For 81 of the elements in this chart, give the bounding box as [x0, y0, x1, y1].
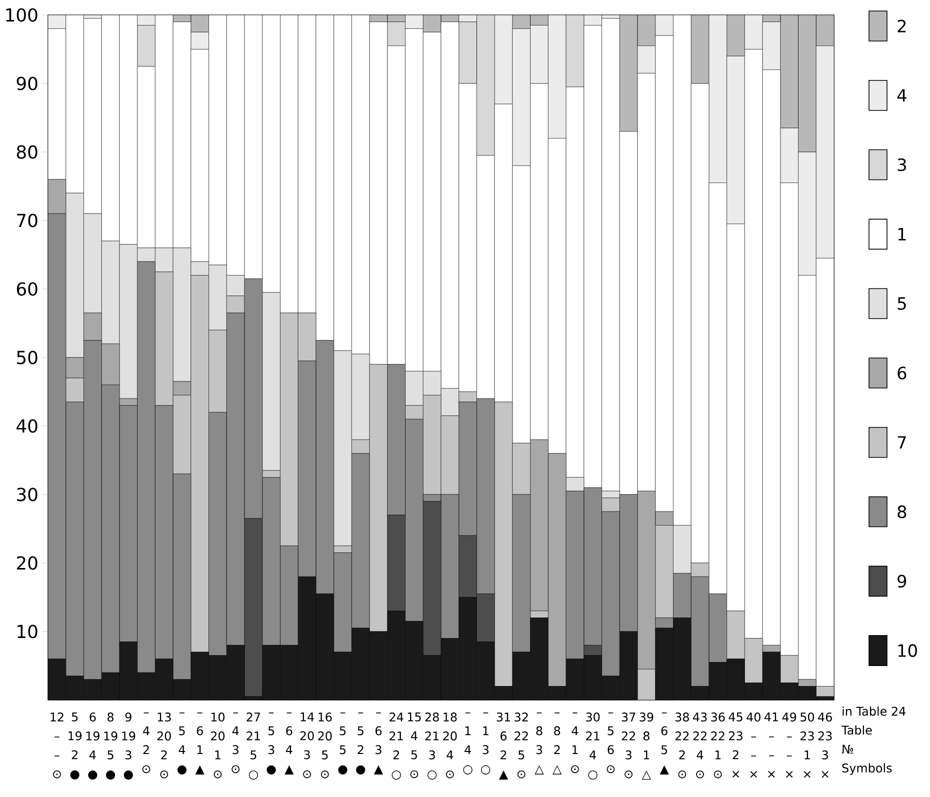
y-tick-label: 50: [17, 350, 38, 364]
y-tick-label: 100: [6, 8, 38, 22]
x-tick-label: 39 8 1 △: [640, 712, 654, 780]
bar: [48, 179, 66, 214]
x-tick-label: 10 20 1 ⊙: [210, 712, 225, 778]
x-tick-label: – 6 5 ▲: [660, 712, 669, 774]
x-tick-label: 8 19 5 ●: [104, 712, 118, 780]
legend-label: 4: [897, 89, 906, 102]
x-tick-label: – 6 1 ▲: [195, 712, 204, 774]
x-tick-label: 28 21 3 ○: [425, 712, 439, 780]
x-tick-label: – 5 4 ●: [177, 712, 187, 774]
bar: [690, 14, 710, 84]
x-tick-label: 32 22 5 ⊙: [514, 712, 528, 778]
x-tick-label: 15 4 5 ⊙: [408, 712, 421, 778]
legend-label: 1: [898, 228, 906, 240]
bar: [655, 618, 674, 628]
x-tick-label: – 1 4 ○: [463, 712, 472, 774]
x-tick-label: 5 19 2 ●: [68, 712, 82, 780]
x-tick-label: 9 19 3 ●: [122, 712, 136, 780]
x-tick-label: – 5 5 ●: [338, 712, 348, 774]
y-tick-label: 90: [16, 76, 38, 90]
bar: [137, 25, 156, 67]
x-tick-label: – 4 2 ⊙: [142, 712, 150, 774]
x-tick-label: – 1 3 ○: [481, 712, 490, 774]
legend-label: 8: [898, 505, 906, 518]
x-tick-label: 27 21 5 ○: [246, 712, 260, 780]
category-label: 40 – – ×: [746, 712, 760, 778]
bar: [566, 14, 584, 88]
y-tick-label: 40: [16, 419, 38, 433]
x-tick-label: – 6 4 ▲: [284, 712, 294, 774]
category-label: 12 – – ⊙: [50, 712, 64, 778]
text: №: [842, 744, 854, 754]
y-tick-label: 20: [16, 556, 38, 570]
text: Table: [841, 725, 872, 735]
x-tick-label: – 8 2 △: [552, 712, 562, 774]
legend-label: 2: [898, 20, 906, 32]
legend-label: 7: [898, 436, 906, 449]
x-tick-label: – 4 1 ⊙: [571, 712, 579, 774]
category-label: 41 – – ×: [764, 712, 778, 778]
x-tick-label: 45 23 2 ×: [728, 712, 742, 778]
x-tick-label: 24 21 2 ○: [390, 712, 404, 780]
x-tick-label: 18 20 4 ⊙: [443, 712, 457, 778]
x-tick-label: 14 20 3 ⊙: [300, 712, 314, 778]
x-tick-label: – 5 6 ⊙: [606, 712, 615, 774]
legend-label: 3: [898, 158, 906, 172]
legend-label: 5: [898, 297, 906, 310]
category-label: 49 – – ×: [782, 712, 796, 778]
x-tick-label: – 5 2 ●: [356, 712, 366, 774]
legend-label: 6: [898, 366, 906, 380]
y-tick-label: 70: [17, 214, 38, 228]
x-tick-label: – 4 3 ⊙: [232, 712, 240, 774]
bar: [172, 381, 192, 396]
x-tick-label: 6 19 4 ●: [86, 712, 100, 780]
legend-label: 9: [898, 574, 906, 588]
text: Symbols: [842, 763, 892, 775]
x-tick-label: – 5 3 ●: [266, 712, 276, 774]
bar: [512, 494, 530, 652]
x-tick-label: 30 21 4 ○: [586, 712, 600, 780]
y-tick-label: 30: [17, 488, 38, 502]
legend-label: 10: [898, 644, 917, 657]
y-tick-label: 60: [16, 282, 38, 296]
bar: [66, 378, 84, 402]
bar: [726, 14, 745, 56]
x-tick-label: – 8 3 △: [534, 712, 544, 774]
bar: [66, 357, 84, 378]
text: in Table 24: [842, 706, 906, 716]
x-tick-label: 43 22 4 ⊙: [693, 712, 707, 778]
x-tick-label: – 6 3 ▲: [374, 712, 384, 774]
x-tick-label: 16 20 5 ⊙: [318, 712, 332, 778]
x-tick-label: 31 6 2 ▲: [496, 712, 510, 780]
bar: [84, 312, 102, 341]
x-tick-label: 13 20 2 ⊙: [157, 712, 171, 778]
bar: [387, 22, 406, 46]
x-tick-label: 37 22 3 ⊙: [622, 712, 636, 778]
x-tick-label: 36 22 1 ⊙: [711, 712, 725, 778]
y-tick-label: 10: [18, 624, 38, 638]
y-tick-label: 80: [16, 145, 38, 159]
bar: [101, 344, 120, 386]
x-tick-label: 46 23 3 ×: [818, 712, 832, 778]
x-tick-label: 38 22 2 ⊙: [675, 712, 689, 778]
x-tick-label: 50 23 1 ×: [800, 712, 814, 778]
